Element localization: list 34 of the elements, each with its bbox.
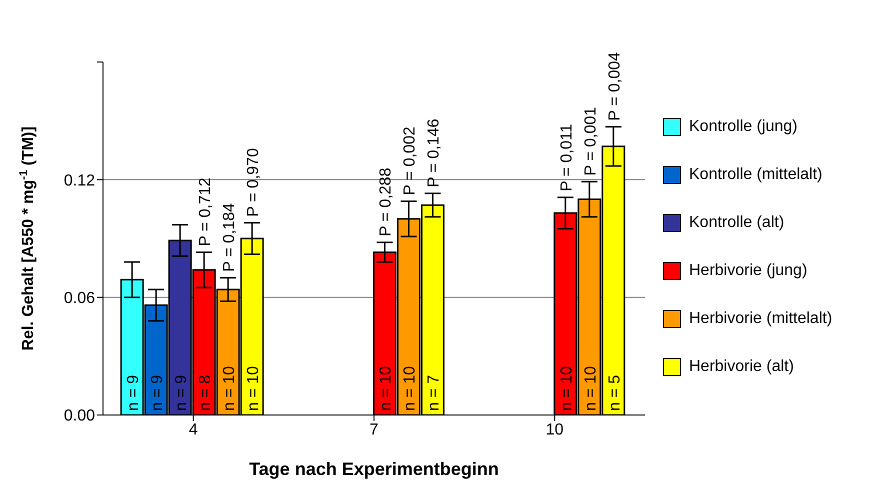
annotation: P = 0,712 (197, 177, 214, 246)
annotation: n = 10 (402, 366, 419, 411)
annotation: P = 0,970 (245, 148, 262, 217)
annotation: n = 8 (197, 374, 214, 411)
annotation: n = 10 (245, 366, 262, 411)
legend-label: Kontrolle (alt) (689, 214, 784, 232)
annotation: n = 10 (558, 366, 576, 411)
annotation: P = 0,011 (558, 124, 576, 192)
annotation: n = 10 (378, 366, 395, 411)
x-tick-label: 10 (546, 421, 564, 438)
x-axis-title: Tage nach Experimentbeginn (249, 459, 499, 479)
annotation: P = 0,002 (402, 126, 419, 196)
x-tick-label: 7 (370, 421, 379, 438)
legend-label: Kontrolle (jung) (689, 118, 798, 136)
x-tick-label: 4 (188, 421, 198, 438)
annotation: n = 10 (582, 366, 600, 411)
annotation: n = 9 (149, 374, 166, 411)
annotation: P = 0,001 (582, 106, 600, 176)
annotation: n = 9 (173, 374, 190, 411)
annotation: n = 9 (125, 374, 142, 411)
y-tick-label: 0.00 (64, 408, 96, 425)
annotation: P = 0,184 (221, 202, 238, 272)
y-tick-label: 0.12 (64, 172, 96, 190)
annotation: P = 0,146 (426, 118, 443, 188)
annotation: P = 0,288 (378, 168, 395, 236)
annotation: n = 10 (221, 366, 238, 411)
annotation: P = 0,004 (606, 52, 624, 121)
legend-label: Herbivorie (alt) (689, 358, 794, 376)
annotation: n = 5 (606, 374, 624, 411)
legend-label: Kontrolle (mittelalt) (689, 166, 822, 184)
legend-label: Herbivorie (mittelalt) (689, 310, 832, 328)
annotation: n = 7 (426, 374, 443, 411)
legend-label: Herbivorie (jung) (689, 262, 808, 280)
y-tick-label: 0.06 (64, 290, 96, 308)
